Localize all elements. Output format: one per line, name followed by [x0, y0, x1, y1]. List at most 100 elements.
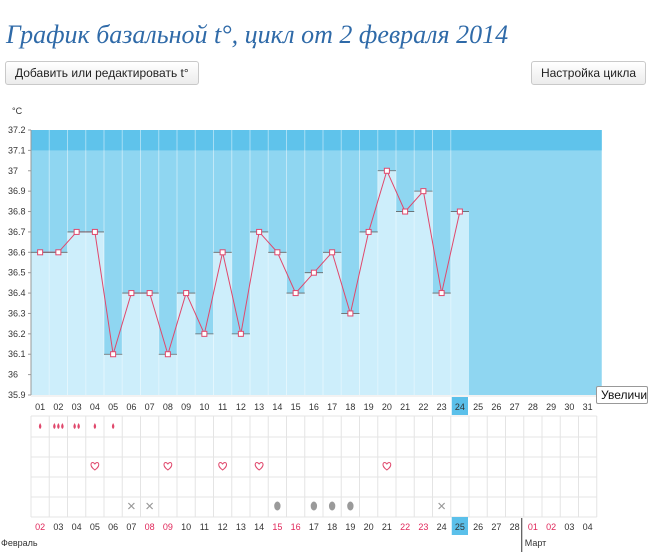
temp-bar — [213, 252, 232, 395]
cycle-settings-button[interactable]: Настройка цикла — [530, 61, 646, 85]
date-label: 25 — [455, 522, 465, 532]
temperature-point — [73, 228, 80, 235]
temperature-point — [310, 269, 317, 276]
cycle-day-label: 01 — [35, 402, 45, 412]
date-label: 19 — [345, 522, 355, 532]
egg-icon — [274, 501, 281, 511]
y-tick-label: 36.5 — [8, 268, 26, 278]
drop-icon — [57, 423, 60, 429]
temperature-point — [237, 330, 244, 337]
add-temperature-button[interactable]: Добавить или редактировать t° — [5, 61, 199, 85]
heart-icon — [218, 462, 227, 471]
temperature-point — [365, 228, 372, 235]
y-tick-label: 36.6 — [8, 247, 26, 257]
date-label: 01 — [528, 522, 538, 532]
date-label: 18 — [327, 522, 337, 532]
page-title: График базальной t°, цикл от 2 февраля 2… — [6, 20, 509, 49]
cycle-day-label: 06 — [126, 402, 136, 412]
temp-bar — [140, 293, 159, 395]
cycle-day-label: 08 — [163, 402, 173, 412]
temperature-point — [146, 290, 153, 297]
date-label: 15 — [272, 522, 282, 532]
temp-bar — [268, 252, 287, 395]
temperature-point — [329, 249, 336, 256]
temperature-point — [128, 290, 135, 297]
temp-bar — [158, 354, 177, 395]
drop-icon — [61, 423, 64, 429]
date-label: 04 — [72, 522, 82, 532]
temp-bar — [231, 333, 250, 395]
date-label: 27 — [491, 522, 501, 532]
date-label: 08 — [145, 522, 155, 532]
zoom-tooltip: Увеличить — [596, 386, 648, 404]
cycle-day-label: 17 — [327, 402, 337, 412]
cycle-day-label: 10 — [199, 402, 209, 412]
temp-bar — [341, 313, 360, 395]
date-label: 09 — [163, 522, 173, 532]
drop-icon — [111, 423, 115, 429]
temp-bar — [250, 231, 269, 395]
plot-top-band — [31, 130, 602, 151]
cycle-day-label: 30 — [564, 402, 574, 412]
cross-icon — [146, 502, 154, 510]
date-label: 03 — [564, 522, 574, 532]
y-axis-label: °C — [12, 106, 23, 116]
bbt-chart: °C 35.9 36 36.1 36.2 36.3 36.4 36.5 36.6 36.7 36.8… — [0, 100, 648, 557]
temperature-point — [110, 351, 117, 358]
cycle-day-label: 02 — [53, 402, 63, 412]
y-tick-label: 36 — [8, 370, 18, 380]
month-label: Февраль — [1, 538, 38, 548]
drop-icon — [53, 423, 56, 429]
date-label: 20 — [364, 522, 374, 532]
temperature-point — [219, 249, 226, 256]
date-label: 17 — [309, 522, 319, 532]
temperature-point — [438, 290, 445, 297]
drop-icon — [73, 423, 76, 429]
cycle-day-label: 20 — [382, 402, 392, 412]
cycle-day-label: 11 — [218, 402, 227, 412]
date-label: 04 — [583, 522, 593, 532]
date-label: 05 — [90, 522, 100, 532]
temperature-point — [456, 208, 463, 215]
date-label: 06 — [108, 522, 118, 532]
temp-bar — [377, 170, 396, 395]
temperature-point — [274, 249, 281, 256]
cycle-day-label: 09 — [181, 402, 191, 412]
heart-icon — [90, 462, 100, 471]
date-label: 03 — [53, 522, 63, 532]
y-tick-label: 36.4 — [8, 288, 26, 298]
cycle-day-label: 13 — [254, 402, 264, 412]
temp-bar — [414, 191, 433, 395]
cycle-day-label: 07 — [145, 402, 155, 412]
temperature-line — [40, 169, 461, 356]
temp-bar — [85, 231, 104, 395]
temp-bar — [195, 333, 214, 395]
date-label: 14 — [254, 522, 264, 532]
temp-bar — [323, 252, 342, 395]
cycle-day-label: 25 — [473, 402, 483, 412]
temp-bar — [396, 211, 415, 395]
y-tick-label: 36.3 — [8, 308, 26, 318]
temperature-point — [201, 330, 208, 337]
month-label: Март — [525, 538, 547, 548]
cycle-day-label: 16 — [309, 402, 319, 412]
date-label: 21 — [382, 522, 392, 532]
temp-bar — [359, 231, 378, 395]
cycle-day-label: 19 — [364, 402, 374, 412]
drop-icon — [93, 423, 97, 429]
current-date-highlight — [451, 517, 468, 535]
cycle-day-label: 14 — [272, 402, 282, 412]
cycle-day-label: 12 — [236, 402, 246, 412]
temp-bar — [67, 231, 86, 395]
temp-bar — [177, 293, 196, 395]
y-tick-label: 36.1 — [8, 349, 26, 359]
temperature-point — [402, 208, 409, 215]
cross-icon — [127, 502, 135, 510]
egg-icon — [310, 501, 318, 511]
y-tick-label: 36.7 — [8, 227, 26, 237]
temperature-point — [292, 290, 299, 297]
temperature-point — [420, 188, 427, 195]
temp-bar — [122, 293, 141, 395]
temperature-point — [164, 351, 171, 358]
cycle-day-label: 22 — [418, 402, 428, 412]
